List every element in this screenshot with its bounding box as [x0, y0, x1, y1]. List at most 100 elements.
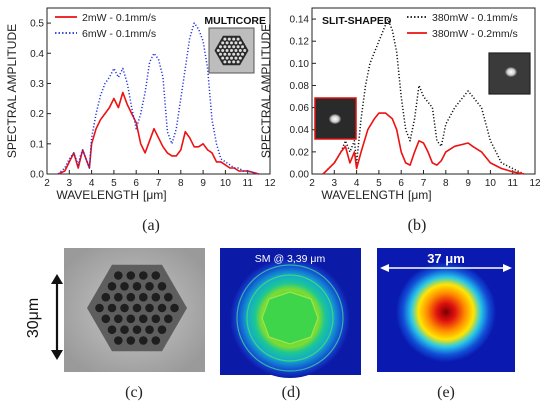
series-line-1	[57, 91, 260, 175]
fiber-core	[221, 56, 225, 60]
fiber-core	[234, 49, 238, 52]
x-tick-label: 8	[443, 178, 449, 189]
dimension-label: 37 μm	[427, 251, 465, 266]
y-tick-label: 0.08	[290, 81, 310, 92]
x-axis-ticks: 2 3 4 5 6 7 8 9 10 11 12	[309, 170, 541, 189]
legend-label-6mw: 6mW - 0.1mm/s	[82, 28, 156, 40]
arrow-up-icon	[51, 274, 63, 284]
x-tick-label: 4	[89, 178, 95, 189]
x-tick-label: 4	[354, 178, 360, 189]
y-tick-label: 0.14	[290, 15, 310, 26]
fiber-core	[232, 37, 236, 41]
x-axis-unit: [μm]	[408, 188, 432, 202]
fiber-core	[164, 292, 173, 302]
fiber-core	[164, 314, 173, 324]
arrow-left-icon	[380, 264, 389, 272]
series-line-2	[57, 22, 260, 175]
y-tick-label: 0.12	[290, 37, 310, 48]
mode-field	[396, 262, 496, 362]
x-tick-label: 9	[200, 178, 206, 189]
x-tick-label: 5	[111, 178, 117, 189]
arrow-right-icon	[503, 264, 512, 272]
fiber-core	[139, 336, 148, 345]
x-tick-label: 2	[44, 178, 50, 189]
fiber-core	[223, 52, 227, 56]
x-axis-label: WAVELENGTH	[56, 188, 139, 202]
fiber-core	[234, 41, 238, 45]
fiber-core	[151, 336, 161, 345]
fiber-core	[126, 292, 136, 302]
fiber-core	[232, 52, 236, 56]
inset-image-frame	[488, 52, 531, 95]
fiber-core	[225, 41, 229, 45]
fiber-core	[157, 303, 167, 313]
x-tick-label: 8	[178, 178, 184, 189]
x-tick-label: 11	[243, 178, 254, 189]
fiber-core	[236, 45, 240, 49]
x-tick-label: 7	[156, 178, 162, 189]
contour-ring	[236, 264, 344, 372]
fiber-core	[151, 314, 161, 324]
series-lines	[57, 22, 260, 175]
fiber-core	[126, 271, 136, 280]
y-tick-label: 0.1	[30, 139, 44, 150]
y-axis-label: SPECTRAL AMPLITUDE	[5, 24, 19, 158]
fiber-core	[243, 49, 247, 52]
fiber-core	[223, 45, 227, 49]
fiber-core	[151, 271, 161, 280]
x-tick-label: 6	[398, 178, 404, 189]
chart-multicore: 0.0 0.1 0.2 0.3 0.4 0.5 2 3 4 5 6 7 8 9 10 11 12 SPECTR…	[5, 7, 276, 202]
fiber-core	[232, 45, 236, 49]
x-tick-label: 2	[309, 178, 315, 189]
legend-label-02: 380mW - 0.2mm/s	[432, 28, 518, 40]
fiber-core	[223, 60, 227, 64]
mode-spot	[505, 67, 517, 77]
y-tick-label: 0.04	[290, 125, 310, 136]
y-tick-label: 0.0	[30, 170, 44, 181]
fiber-core	[236, 60, 240, 64]
y-tick-label: 0.02	[290, 147, 310, 158]
fiber-core	[114, 292, 123, 302]
fiber-core	[227, 45, 231, 49]
fiber-core	[236, 52, 240, 56]
fiber-core	[241, 52, 244, 56]
fiber-core	[126, 314, 136, 324]
mode-core	[261, 291, 319, 345]
scale-label: 30μm	[25, 298, 42, 338]
multicore-fiber-inset	[208, 27, 255, 74]
legend: 2mW - 0.1mm/s 6mW - 0.1mm/s	[55, 12, 156, 40]
panel-multicore-microscope: 30μm	[25, 248, 205, 372]
x-tick-label: 7	[421, 178, 427, 189]
y-axis-label: SPECTRAL AMPLITUDE	[259, 24, 273, 158]
fiber-core	[170, 303, 179, 313]
chart-title: SLIT-SHAPED	[322, 15, 392, 27]
mode-spot	[329, 114, 341, 124]
fiber-core	[227, 37, 231, 41]
arrow-down-icon	[51, 350, 63, 360]
fiber-core	[107, 325, 117, 335]
fiber-core	[219, 52, 222, 56]
mode-label: SM @ 3,39 μm	[255, 253, 326, 265]
y-tick-label: 0.4	[30, 49, 44, 60]
fiber-core	[223, 37, 227, 41]
fiber-core	[132, 303, 142, 313]
fiber-core	[101, 314, 111, 324]
caption-b: (b)	[408, 217, 427, 234]
fiber-core	[114, 336, 123, 345]
legend: 380mW - 0.1mm/s 380mW - 0.2mm/s	[407, 12, 518, 40]
fiber-core	[230, 49, 233, 52]
series-lines	[322, 18, 525, 175]
fiber-core	[151, 292, 161, 302]
fiber-core	[234, 56, 238, 60]
fiber-core	[238, 56, 242, 60]
panel-mode-profile-e: 37 μm	[377, 248, 515, 372]
fiber-core	[139, 271, 148, 280]
fiber-core-holes	[95, 271, 179, 345]
fiber-core	[232, 60, 236, 64]
series-line-1	[322, 18, 525, 175]
fiber-core	[132, 325, 142, 335]
chart-title: MULTICORE	[204, 15, 266, 27]
fiber-core	[241, 45, 244, 49]
x-tick-label: 12	[529, 178, 541, 189]
y-tick-label: 0.10	[290, 59, 310, 70]
